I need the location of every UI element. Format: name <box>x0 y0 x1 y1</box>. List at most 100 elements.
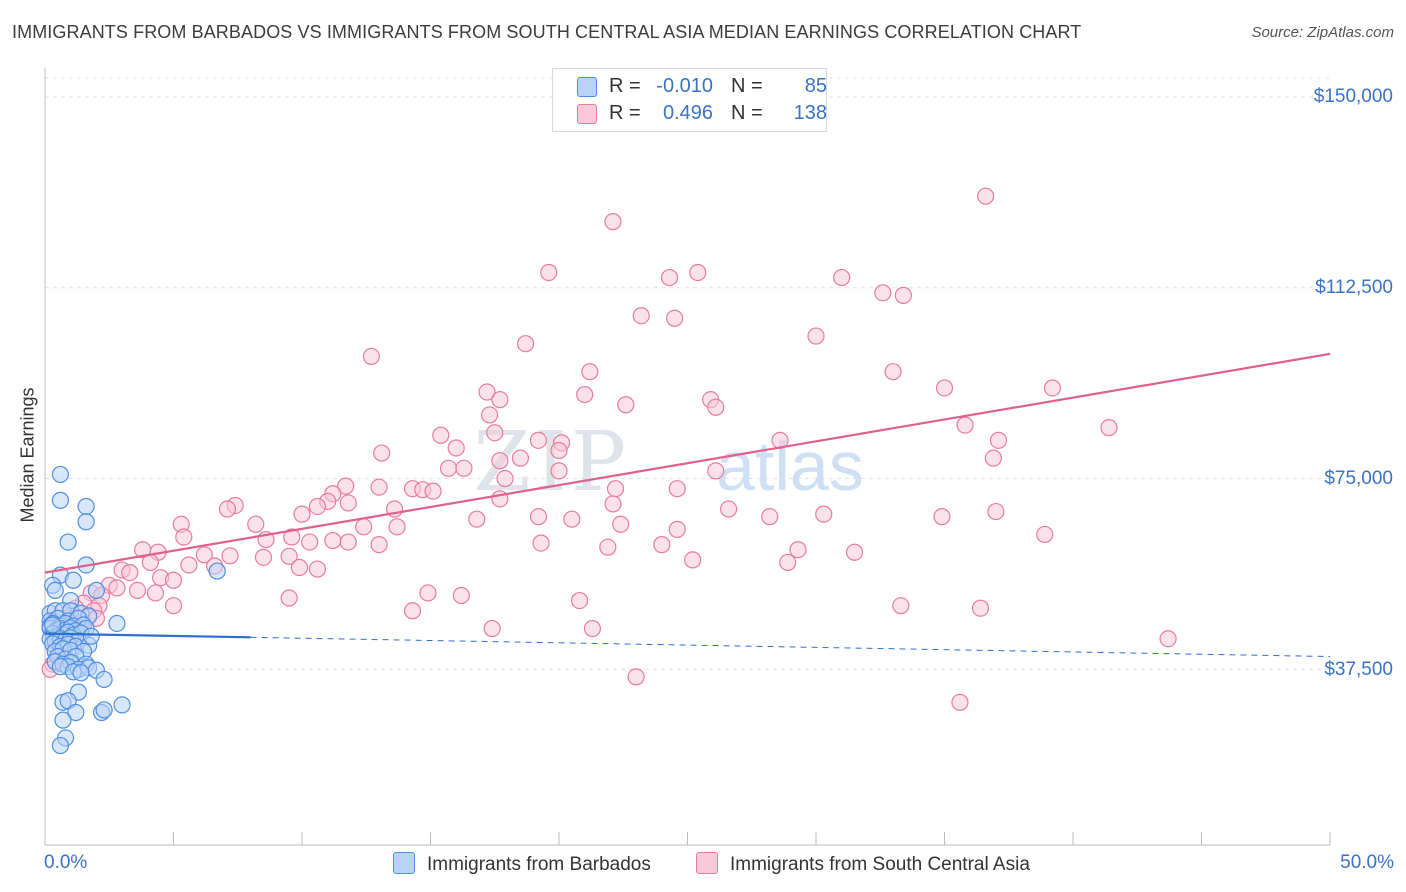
data-point-barbados <box>46 581 64 600</box>
data-point-south-central-asia <box>894 286 912 304</box>
data-point-south-central-asia <box>779 553 797 572</box>
data-point-south-central-asia <box>511 449 530 467</box>
data-point-south-central-asia <box>606 480 625 498</box>
legend-swatch-barbados <box>577 77 597 97</box>
legend-r-label: R = <box>609 75 641 97</box>
data-point-south-central-asia <box>632 307 650 325</box>
data-point-south-central-asia <box>684 551 702 569</box>
data-point-south-central-asia <box>884 363 902 381</box>
data-point-south-central-asia <box>121 564 139 582</box>
data-point-south-central-asia <box>845 543 864 561</box>
y-tick-label-150000: $150,000 <box>1313 86 1393 107</box>
data-point-south-central-asia <box>1100 419 1118 437</box>
data-point-south-central-asia <box>761 508 779 526</box>
data-point-barbados <box>208 562 226 580</box>
data-point-south-central-asia <box>403 602 422 620</box>
bottom-legend-south-central-asia: Immigrants from South Central Asia <box>696 852 1030 876</box>
data-point-south-central-asia <box>355 518 373 536</box>
legend-swatch-south-central-asia <box>577 104 597 124</box>
data-point-south-central-asia <box>617 396 635 414</box>
legend-r-value-barbados: -0.010 <box>656 75 713 97</box>
data-point-south-central-asia <box>529 431 548 449</box>
data-point-south-central-asia <box>833 268 851 287</box>
data-point-south-central-asia <box>570 591 589 610</box>
data-point-barbados <box>51 736 70 755</box>
correlation-legend: R = -0.010 N = 85 R = 0.496 N = 138 <box>552 68 827 132</box>
data-point-south-central-asia <box>247 515 265 533</box>
data-point-south-central-asia <box>491 452 509 470</box>
data-point-south-central-asia <box>293 505 311 523</box>
data-point-south-central-asia <box>583 619 602 638</box>
data-point-south-central-asia <box>141 553 159 572</box>
data-point-south-central-asia <box>720 500 738 518</box>
legend-n-label: N = <box>731 75 763 97</box>
trend-lines <box>44 352 1331 658</box>
data-point-south-central-asia <box>419 584 437 602</box>
legend-n-label: N = <box>731 102 763 124</box>
data-point-barbados <box>64 571 82 589</box>
data-point-south-central-asia <box>815 505 833 523</box>
data-point-south-central-asia <box>280 589 298 607</box>
data-point-south-central-asia <box>1036 525 1054 544</box>
y-tick-label-37500: $37,500 <box>1324 659 1393 680</box>
data-point-south-central-asia <box>604 213 622 231</box>
bottom-legend-swatch-south-central-asia <box>696 852 718 874</box>
x-tick-label-min: 0.0% <box>44 852 88 873</box>
data-point-south-central-asia <box>612 515 630 533</box>
data-point-south-central-asia <box>308 560 327 578</box>
data-point-south-central-asia <box>491 391 509 409</box>
data-point-south-central-asia <box>707 398 725 416</box>
data-point-south-central-asia <box>599 538 617 556</box>
bottom-legend-swatch-barbados <box>393 852 415 874</box>
data-point-barbados <box>72 664 90 682</box>
data-point-south-central-asia <box>164 571 183 589</box>
data-point-barbados <box>95 701 113 719</box>
data-point-south-central-asia <box>370 536 388 554</box>
data-point-south-central-asia <box>971 599 990 617</box>
data-point-south-central-asia <box>128 581 147 600</box>
trend-line-barbados-dashed <box>250 636 1331 658</box>
y-tick-label-112500: $112,500 <box>1315 277 1393 298</box>
data-point-south-central-asia <box>951 693 969 711</box>
data-point-south-central-asia <box>439 459 458 477</box>
legend-n-value-south-central-asia: 138 <box>793 102 827 124</box>
data-point-south-central-asia <box>478 383 496 401</box>
bottom-legend-label-south-central-asia: Immigrants from South Central Asia <box>730 854 1030 875</box>
data-point-south-central-asia <box>540 263 558 282</box>
data-point-south-central-asia <box>987 502 1005 521</box>
grid-lines <box>45 77 1330 670</box>
data-point-south-central-asia <box>1159 630 1177 648</box>
data-point-south-central-asia <box>468 510 486 528</box>
data-point-south-central-asia <box>339 494 357 512</box>
data-point-barbados <box>59 533 77 551</box>
data-point-barbados <box>95 670 113 689</box>
chart-title: IMMIGRANTS FROM BARBADOS VS IMMIGRANTS F… <box>12 22 1082 42</box>
data-point-barbados <box>51 491 70 509</box>
data-point-south-central-asia <box>388 518 406 536</box>
bottom-legend-label-barbados: Immigrants from Barbados <box>427 854 651 875</box>
data-point-south-central-asia <box>516 335 535 353</box>
bottom-legend-barbados: Immigrants from Barbados <box>393 852 651 876</box>
data-point-south-central-asia <box>337 477 355 495</box>
data-point-south-central-asia <box>290 558 309 577</box>
data-point-south-central-asia <box>496 469 514 488</box>
data-point-south-central-asia <box>280 547 298 565</box>
data-point-south-central-asia <box>1043 379 1062 397</box>
data-point-south-central-asia <box>807 327 825 345</box>
y-axis-title: Median Earnings <box>17 387 38 523</box>
y-tick-label-75000: $75,000 <box>1324 468 1393 489</box>
axes <box>44 68 1331 846</box>
data-point-south-central-asia <box>283 528 301 546</box>
data-point-south-central-asia <box>956 416 974 434</box>
data-point-south-central-asia <box>550 462 568 480</box>
data-point-barbados <box>67 703 85 722</box>
data-point-barbados <box>44 616 62 634</box>
data-point-south-central-asia <box>483 619 501 638</box>
data-point-south-central-asia <box>933 508 951 526</box>
data-point-south-central-asia <box>989 431 1008 449</box>
data-point-south-central-asia <box>789 541 807 559</box>
data-point-south-central-asia <box>362 347 380 366</box>
x-tick-label-max: 50.0% <box>1340 852 1394 873</box>
data-point-barbados <box>51 465 70 484</box>
